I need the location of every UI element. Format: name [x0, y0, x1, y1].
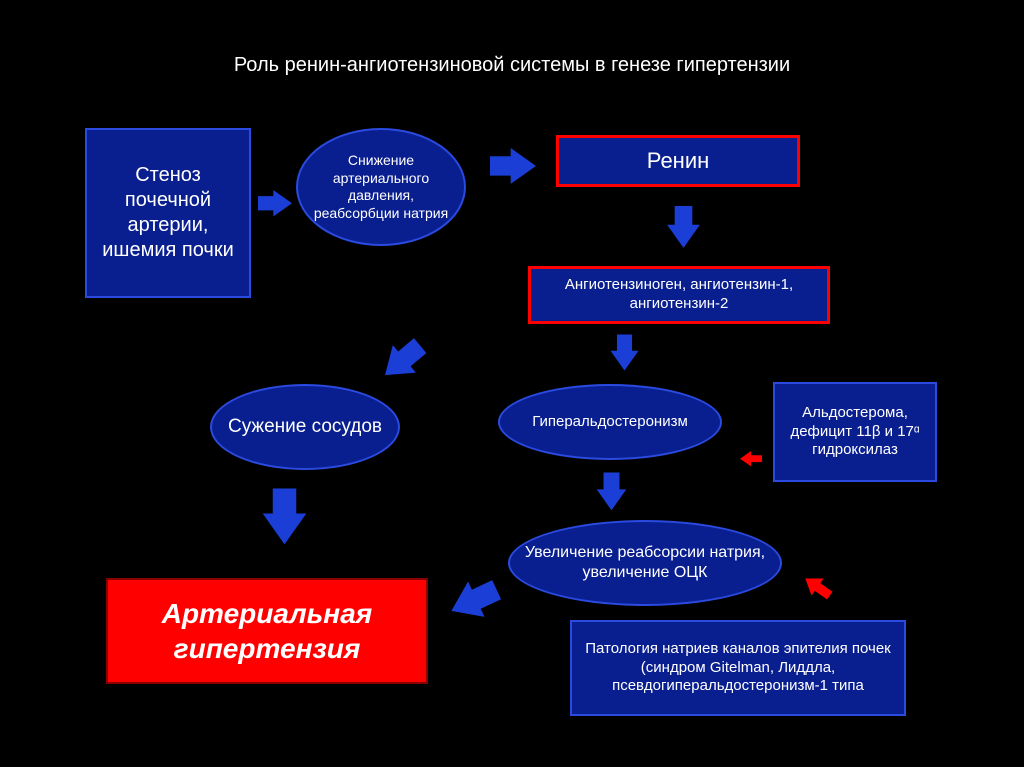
arrow-a10 [799, 566, 838, 605]
node-aldosteroma: Альдостерома, дефицит 11β и 17ᵅ гидрокси… [773, 382, 937, 482]
arrow-a3 [662, 206, 700, 248]
node-pressure-drop: Снижение артериального давления, реабсор… [296, 128, 466, 246]
node-label: Сужение сосудов [228, 415, 382, 439]
diagram-title: Роль ренин-ангиотензиновой системы в ген… [0, 54, 1024, 77]
node-label: Увеличение реабсорсии натрия, увеличение… [520, 543, 770, 583]
node-label: Альдостерома, дефицит 11β и 17ᵅ гидрокси… [785, 404, 925, 460]
arrow-a7 [592, 472, 627, 510]
node-hyperaldo: Гиперальдостеронизм [498, 384, 722, 460]
node-reabsorption: Увеличение реабсорсии натрия, увеличение… [508, 520, 782, 606]
arrow-a4 [605, 335, 638, 371]
node-angiotensin: Ангиотензиноген, ангиотензин-1, ангиотен… [528, 266, 830, 324]
node-label: Ангиотензиноген, ангиотензин-1, ангиотен… [541, 276, 817, 314]
node-hypertension: Артериальная гипертензия [106, 578, 428, 684]
node-label: Гиперальдостеронизм [532, 413, 688, 432]
node-stenosis: Стеноз почечной артерии, ишемия почки [85, 128, 251, 298]
node-label: Патология натриев каналов эпителия почек… [582, 640, 894, 696]
arrow-a1 [258, 190, 292, 222]
arrow-a9 [740, 446, 762, 466]
node-label: Ренин [647, 147, 710, 175]
arrow-a8 [441, 567, 505, 628]
arrow-a6 [258, 488, 307, 544]
node-label: Артериальная гипертензия [118, 596, 416, 666]
node-label: Снижение артериального давления, реабсор… [308, 152, 454, 222]
arrow-a5 [370, 328, 432, 389]
node-pathology: Патология натриев каналов эпителия почек… [570, 620, 906, 716]
node-label: Стеноз почечной артерии, ишемия почки [97, 163, 239, 263]
node-vasoconstriction: Сужение сосудов [210, 384, 400, 470]
node-renin: Ренин [556, 135, 800, 187]
arrow-a2 [490, 148, 536, 189]
